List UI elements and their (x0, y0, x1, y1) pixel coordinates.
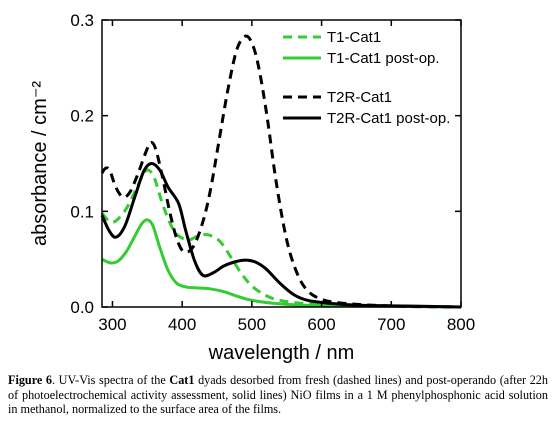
series-line-t2r-cat1 (100, 34, 462, 309)
y-tick-label: 0.3 (70, 11, 94, 30)
plot-frame (101, 19, 462, 308)
legend-label-t1-cat1-post-op: T1-Cat1 post-op. (327, 50, 440, 67)
caption-bold-term: Cat1 (169, 373, 195, 387)
x-tick-label: 500 (238, 315, 266, 334)
x-axis-label: wavelength / nm (208, 342, 355, 364)
x-tick-label: 400 (168, 315, 196, 334)
series-line-t1-cat1-post-op (101, 218, 462, 309)
legend-label-t1-cat1: T1-Cat1 (327, 29, 381, 46)
x-tick-label: 600 (307, 315, 335, 334)
caption-text-2: dyads desorbed from fresh (dashed lines)… (8, 373, 548, 416)
legend: T1-Cat1 T1-Cat1 post-op. T2R-Cat1 T2R-Cat1 … (283, 29, 450, 127)
y-tick-label: 0.1 (70, 202, 94, 221)
legend-label-t2r-cat1: T2R-Cat1 (327, 89, 392, 106)
x-tick-label: 700 (377, 315, 405, 334)
x-tick-label: 300 (98, 315, 126, 334)
caption-text-1: . UV-Vis spectra of the (52, 373, 170, 387)
legend-label-t2r-cat1-post-op: T2R-Cat1 post-op. (327, 110, 450, 127)
y-tick-label: 0.0 (70, 298, 94, 317)
figure-label: Figure 6 (8, 373, 53, 387)
series-curves (100, 34, 462, 309)
axis-ticks: 300 400 500 600 700 800 0.0 0.1 0.2 0.3 (70, 11, 475, 334)
x-tick-label: 800 (447, 315, 475, 334)
figure-caption: Figure 6. UV-Vis spectra of the Cat1 dya… (8, 373, 548, 417)
uv-vis-chart: 300 400 500 600 700 800 0.0 0.1 0.2 0.3 wavelengt… (29, 11, 475, 364)
series-line-t2r-cat1-post-op (100, 162, 462, 309)
y-tick-label: 0.2 (70, 107, 94, 126)
y-axis-label: absorbance / cm⁻² (29, 81, 51, 246)
